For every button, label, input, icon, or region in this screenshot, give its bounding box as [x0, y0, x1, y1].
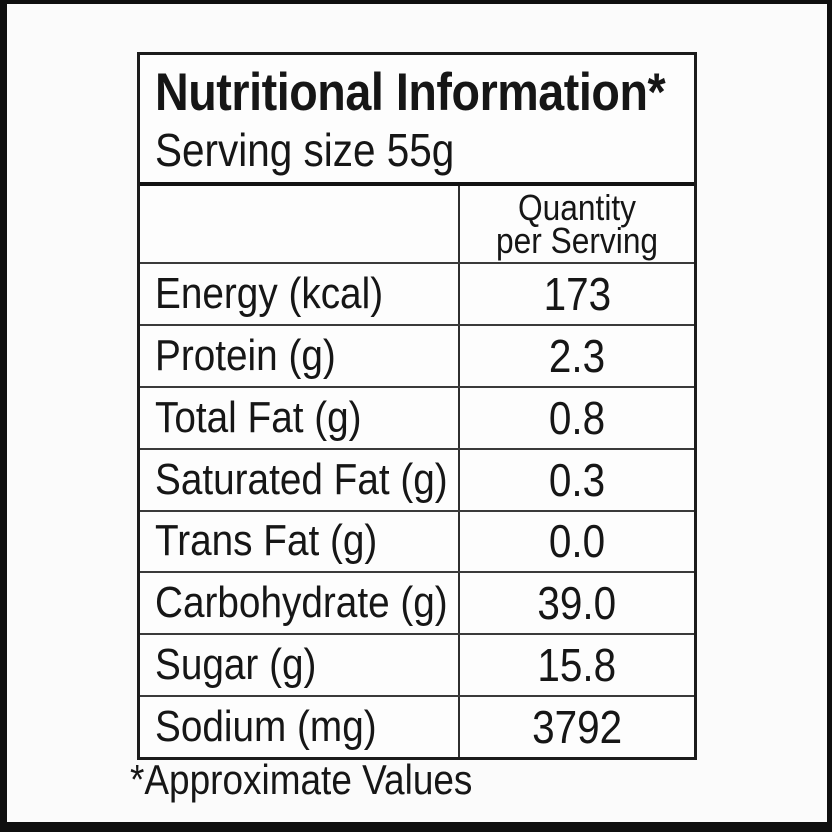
row-value-cell: 0.0 — [460, 512, 694, 572]
row-value-cell: 2.3 — [460, 326, 694, 386]
label-title: Nutritional Information* — [155, 63, 694, 123]
table-row-sodium: Sodium (mg) 3792 — [140, 695, 694, 757]
table-row-sugar: Sugar (g) 15.8 — [140, 633, 694, 696]
row-label: Carbohydrate (g) — [155, 578, 448, 628]
row-value: 2.3 — [548, 329, 606, 382]
row-label-cell: Sugar (g) — [140, 635, 460, 696]
row-value-cell: 0.3 — [460, 450, 694, 510]
table-row-saturated-fat: Saturated Fat (g) 0.3 — [140, 447, 694, 510]
row-value-cell: 173 — [460, 264, 694, 324]
row-label: Sugar (g) — [155, 640, 317, 690]
row-label-cell: Saturated Fat (g) — [140, 449, 460, 510]
row-value: 39.0 — [537, 577, 617, 630]
row-value-cell: 0.8 — [460, 388, 694, 448]
quantity-header-line1: Quantity — [517, 187, 636, 228]
row-label: Trans Fat (g) — [155, 516, 378, 566]
row-value-cell: 3792 — [460, 697, 694, 757]
row-label-cell: Total Fat (g) — [140, 387, 460, 448]
row-label: Sodium (mg) — [155, 702, 377, 752]
column-header-row: Quantity per Serving — [140, 186, 694, 262]
row-label-cell: Protein (g) — [140, 325, 460, 386]
data-rows: Energy (kcal) 173 Protein (g) 2.3 Total … — [140, 262, 694, 757]
row-value: 0.3 — [548, 453, 606, 506]
table-row-protein: Protein (g) 2.3 — [140, 323, 694, 386]
row-value-cell: 15.8 — [460, 635, 694, 695]
row-label-cell: Energy (kcal) — [140, 264, 460, 324]
row-value: 0.8 — [548, 391, 606, 444]
row-label-cell: Trans Fat (g) — [140, 511, 460, 572]
row-label: Total Fat (g) — [155, 392, 362, 442]
label-title-text: Nutritional Information* — [155, 63, 666, 122]
row-label-cell: Carbohydrate (g) — [140, 573, 460, 634]
row-label-cell: Sodium (mg) — [140, 697, 460, 757]
serving-size-text: Serving size 55g — [155, 124, 455, 176]
nutrition-table: Nutritional Information* Serving size 55… — [137, 52, 697, 760]
row-value-cell: 39.0 — [460, 573, 694, 633]
table-row-energy: Energy (kcal) 173 — [140, 262, 694, 324]
quantity-header-line2: per Serving — [495, 220, 659, 261]
table-row-total-fat: Total Fat (g) 0.8 — [140, 385, 694, 448]
row-label: Saturated Fat (g) — [155, 454, 448, 504]
row-value: 173 — [543, 267, 611, 320]
table-row-carbohydrate: Carbohydrate (g) 39.0 — [140, 571, 694, 634]
empty-header-cell — [140, 186, 460, 262]
footnote: *Approximate Values — [130, 754, 519, 806]
table-row-trans-fat: Trans Fat (g) 0.0 — [140, 509, 694, 572]
title-block: Nutritional Information* Serving size 55… — [140, 55, 694, 186]
row-value: 0.0 — [548, 515, 606, 568]
row-label: Energy (kcal) — [155, 268, 384, 318]
quantity-header-cell: Quantity per Serving — [460, 186, 694, 262]
serving-size: Serving size 55g — [155, 123, 694, 177]
row-label: Protein (g) — [155, 330, 336, 380]
footnote-text: *Approximate Values — [130, 756, 473, 803]
row-value: 15.8 — [537, 639, 617, 692]
row-value: 3792 — [531, 701, 623, 754]
